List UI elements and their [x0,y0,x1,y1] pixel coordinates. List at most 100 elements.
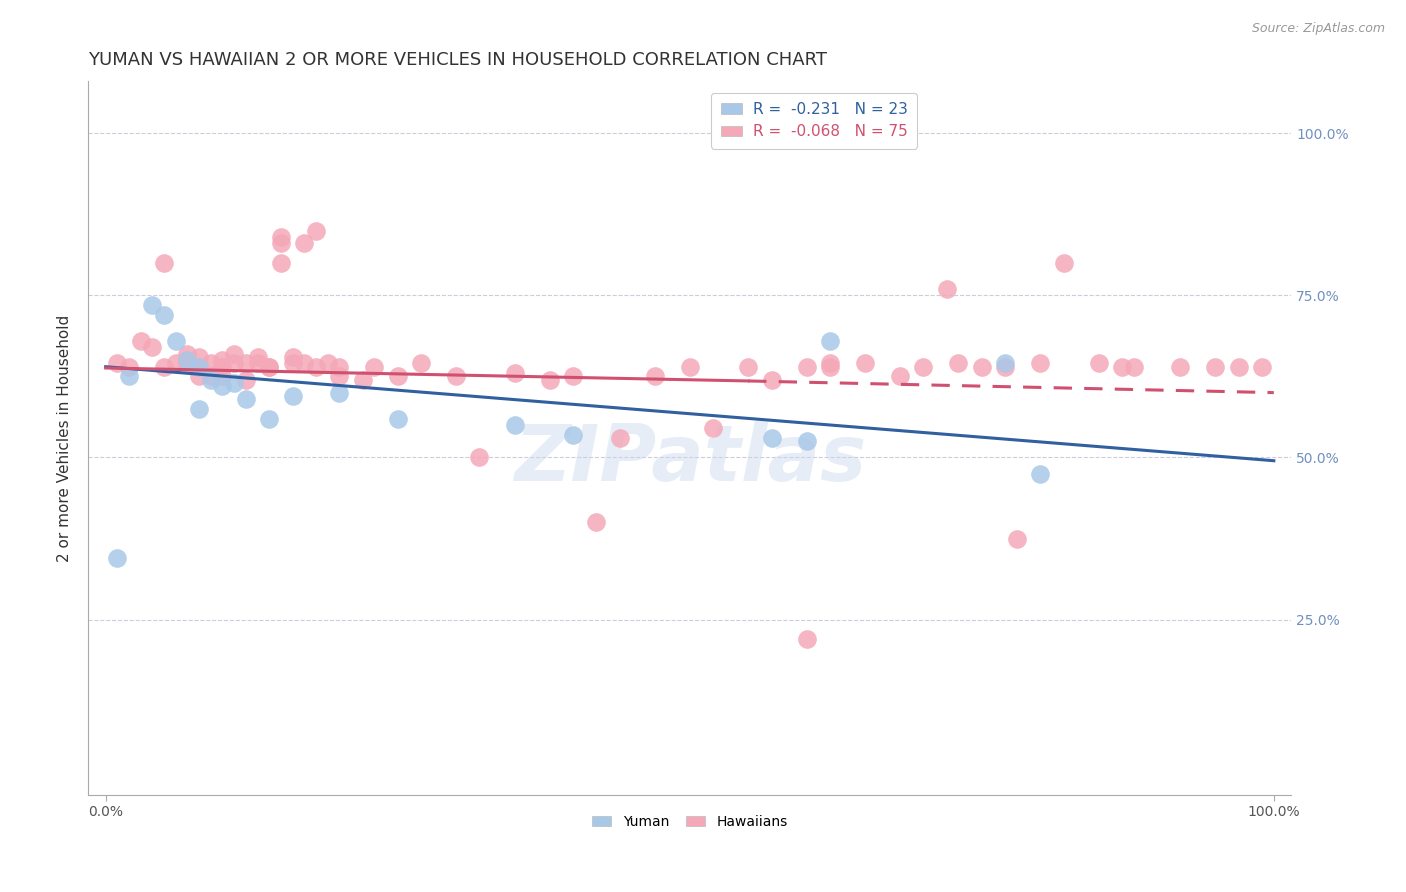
Point [538,373,561,387]
Point [292,236,315,251]
Text: Source: ZipAtlas.com: Source: ZipAtlas.com [1251,22,1385,36]
Point [970,359,993,374]
Point [585,516,607,530]
Point [1111,359,1133,374]
Point [224,356,246,370]
Point [328,359,350,374]
Point [305,359,328,374]
Point [176,347,198,361]
Point [305,223,328,237]
Point [281,350,304,364]
Point [235,392,257,406]
Point [200,373,222,387]
Point [141,340,163,354]
Point [105,551,128,566]
Point [224,376,246,390]
Point [503,418,526,433]
Point [352,373,374,387]
Point [141,298,163,312]
Point [818,334,841,348]
Point [105,356,128,370]
Point [1052,256,1074,270]
Point [679,359,702,374]
Point [176,353,198,368]
Point [270,256,292,270]
Point [257,359,280,374]
Point [165,356,187,370]
Point [211,359,233,374]
Point [176,356,198,370]
Point [561,427,583,442]
Point [257,411,280,425]
Point [818,359,841,374]
Point [235,356,257,370]
Point [818,356,841,370]
Point [1122,359,1144,374]
Point [387,411,409,425]
Point [761,431,783,445]
Text: ZIPatlas: ZIPatlas [513,421,866,498]
Point [176,353,198,368]
Point [328,369,350,384]
Point [153,359,176,374]
Point [761,373,783,387]
Legend: Yuman, Hawaiians: Yuman, Hawaiians [586,809,793,834]
Point [796,632,818,646]
Point [316,356,339,370]
Point [387,369,409,384]
Point [737,359,759,374]
Point [328,385,350,400]
Point [1087,356,1109,370]
Point [1005,532,1028,546]
Point [257,359,280,374]
Point [796,359,818,374]
Point [153,256,176,270]
Point [129,334,152,348]
Point [246,350,269,364]
Point [281,389,304,403]
Point [270,230,292,244]
Point [118,369,141,384]
Point [796,434,818,449]
Point [188,359,211,374]
Point [165,334,187,348]
Point [644,369,666,384]
Point [1227,359,1250,374]
Point [853,356,876,370]
Point [994,356,1017,370]
Point [211,369,233,384]
Point [409,356,432,370]
Point [188,401,211,416]
Point [935,282,957,296]
Text: YUMAN VS HAWAIIAN 2 OR MORE VEHICLES IN HOUSEHOLD CORRELATION CHART: YUMAN VS HAWAIIAN 2 OR MORE VEHICLES IN … [89,51,827,69]
Point [246,356,269,370]
Point [188,369,211,384]
Point [200,369,222,384]
Y-axis label: 2 or more Vehicles in Household: 2 or more Vehicles in Household [58,314,72,562]
Point [444,369,467,384]
Point [188,350,211,364]
Point [188,359,211,374]
Point [363,359,385,374]
Point [609,431,631,445]
Point [1251,359,1274,374]
Point [1029,467,1052,481]
Point [292,356,315,370]
Point [948,356,970,370]
Point [1029,356,1052,370]
Point [211,353,233,368]
Point [561,369,583,384]
Point [235,373,257,387]
Point [270,236,292,251]
Point [994,359,1017,374]
Point [224,347,246,361]
Point [468,450,491,465]
Point [1204,359,1226,374]
Point [889,369,911,384]
Point [912,359,935,374]
Point [281,356,304,370]
Point [118,359,141,374]
Point [1170,359,1192,374]
Point [211,379,233,393]
Point [200,356,222,370]
